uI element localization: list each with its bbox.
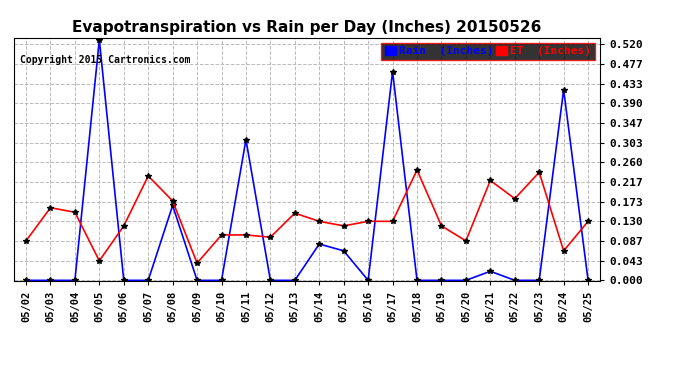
Text: Copyright 2015 Cartronics.com: Copyright 2015 Cartronics.com <box>19 55 190 64</box>
Legend: Rain  (Inches), ET  (Inches): Rain (Inches), ET (Inches) <box>382 43 595 60</box>
Title: Evapotranspiration vs Rain per Day (Inches) 20150526: Evapotranspiration vs Rain per Day (Inch… <box>72 20 542 35</box>
